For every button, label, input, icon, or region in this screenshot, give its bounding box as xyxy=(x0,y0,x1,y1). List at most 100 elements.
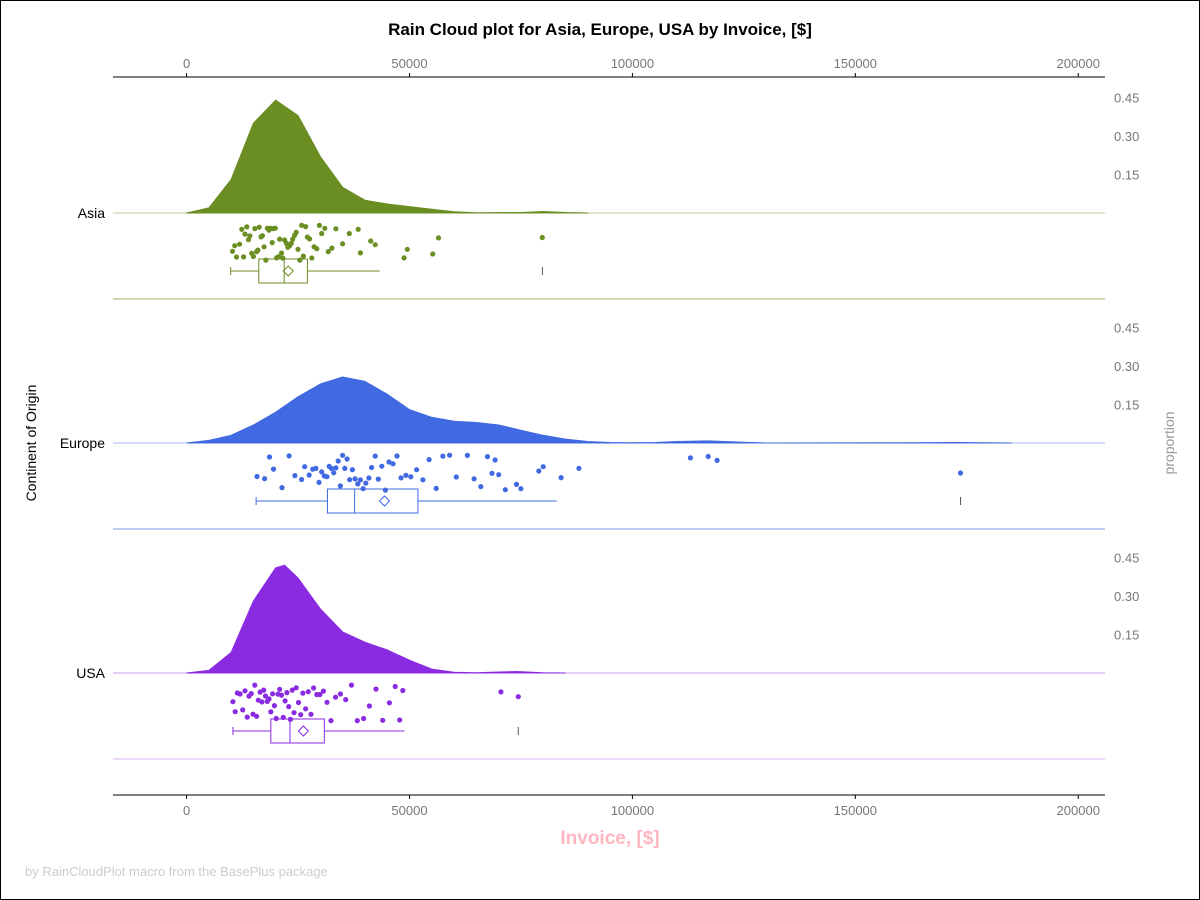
density-cloud-europe xyxy=(186,376,1012,444)
rain-point xyxy=(316,222,322,228)
rain-point xyxy=(307,236,313,242)
rain-point xyxy=(518,486,524,492)
rain-point xyxy=(430,251,436,257)
x-axis-label: Invoice, [$] xyxy=(560,828,660,849)
group-label-usa: USA xyxy=(76,665,105,681)
rain-point xyxy=(262,693,269,699)
rain-point xyxy=(295,699,302,706)
rain-point xyxy=(277,236,283,242)
rain-point xyxy=(298,712,304,718)
rain-point xyxy=(496,472,502,478)
density-tick-label: 0.45 xyxy=(1114,551,1139,566)
rain-point xyxy=(259,699,265,705)
rain-point xyxy=(361,715,367,722)
box-mean-diamond xyxy=(282,265,294,277)
rain-point xyxy=(328,718,334,724)
rain-point xyxy=(342,465,348,471)
density-tick-label: 0.45 xyxy=(1114,91,1139,106)
rain-point xyxy=(492,457,498,463)
rain-point xyxy=(333,226,339,232)
rain-point xyxy=(282,698,288,704)
rain-point xyxy=(278,250,285,256)
rain-point xyxy=(357,477,363,483)
rain-point xyxy=(337,483,343,489)
rain-point xyxy=(316,479,322,485)
rain-point xyxy=(357,250,363,256)
rain-point xyxy=(540,464,546,470)
rain-point xyxy=(373,686,379,692)
rain-point xyxy=(435,235,442,241)
rain-point xyxy=(308,711,314,717)
top-x-tick-label: 100000 xyxy=(611,56,654,71)
rain-point xyxy=(297,257,303,263)
rain-point xyxy=(237,241,243,247)
rain-point xyxy=(299,476,305,483)
rain-point xyxy=(392,683,398,690)
rain-point xyxy=(333,465,339,471)
rain-point xyxy=(266,696,272,702)
rain-point xyxy=(340,241,346,247)
rain-point xyxy=(309,255,315,261)
rain-point xyxy=(352,476,358,482)
rain-point xyxy=(254,713,260,719)
rain-point xyxy=(293,229,299,235)
group-label-asia: Asia xyxy=(78,205,105,221)
rain-point xyxy=(366,703,372,709)
rain-point xyxy=(255,247,261,253)
rain-point xyxy=(269,240,275,246)
rain-point xyxy=(299,222,305,228)
rain-point xyxy=(289,687,295,693)
rain-point xyxy=(404,246,410,252)
rain-point xyxy=(558,475,564,481)
rain-point xyxy=(320,688,326,694)
density-tick-label: 0.45 xyxy=(1114,321,1139,336)
rain-point xyxy=(322,225,328,231)
rain-point xyxy=(230,699,236,705)
rain-point xyxy=(291,710,297,716)
rain-point xyxy=(292,473,298,479)
rain-point xyxy=(400,687,406,694)
rain-point xyxy=(372,242,378,248)
footnote: by RainCloudPlot macro from the BasePlus… xyxy=(25,864,328,879)
rain-point xyxy=(293,685,299,691)
rain-point xyxy=(252,226,258,232)
top-x-tick-label: 150000 xyxy=(834,56,877,71)
density-tick-label: 0.15 xyxy=(1114,398,1139,413)
box-iqr xyxy=(270,718,325,744)
rain-point xyxy=(314,246,320,252)
rain-point xyxy=(275,254,281,260)
rain-point xyxy=(247,233,253,239)
rain-point xyxy=(244,224,250,230)
rain-point xyxy=(705,453,711,460)
bottom-x-tick-label: 200000 xyxy=(1057,803,1100,818)
rain-point xyxy=(261,244,267,250)
rain-point xyxy=(242,688,248,694)
rain-point xyxy=(539,234,545,241)
rain-point xyxy=(232,709,238,715)
rain-point xyxy=(368,238,374,244)
density-tick-label: 0.30 xyxy=(1114,359,1139,374)
rain-point xyxy=(295,246,301,252)
rain-point xyxy=(248,691,254,697)
rain-point xyxy=(242,231,248,237)
rain-point xyxy=(502,487,508,493)
rain-point xyxy=(266,454,273,460)
rain-point xyxy=(515,694,521,700)
rain-point xyxy=(244,714,250,720)
rain-point xyxy=(319,230,325,237)
box-iqr xyxy=(326,488,419,514)
rain-point xyxy=(398,475,404,481)
rain-point xyxy=(513,481,520,487)
rain-point xyxy=(325,249,331,255)
rain-point xyxy=(303,706,309,712)
rain-point xyxy=(262,476,268,482)
rain-point xyxy=(369,464,375,471)
rain-point xyxy=(394,453,400,459)
rain-point xyxy=(372,453,378,459)
rain-point xyxy=(478,484,484,490)
bottom-x-tick-label: 50000 xyxy=(391,803,427,818)
rain-point xyxy=(386,700,392,706)
density-tick-label: 0.30 xyxy=(1114,589,1139,604)
box-mean-diamond xyxy=(378,495,391,507)
density-cloud-usa xyxy=(186,564,567,674)
